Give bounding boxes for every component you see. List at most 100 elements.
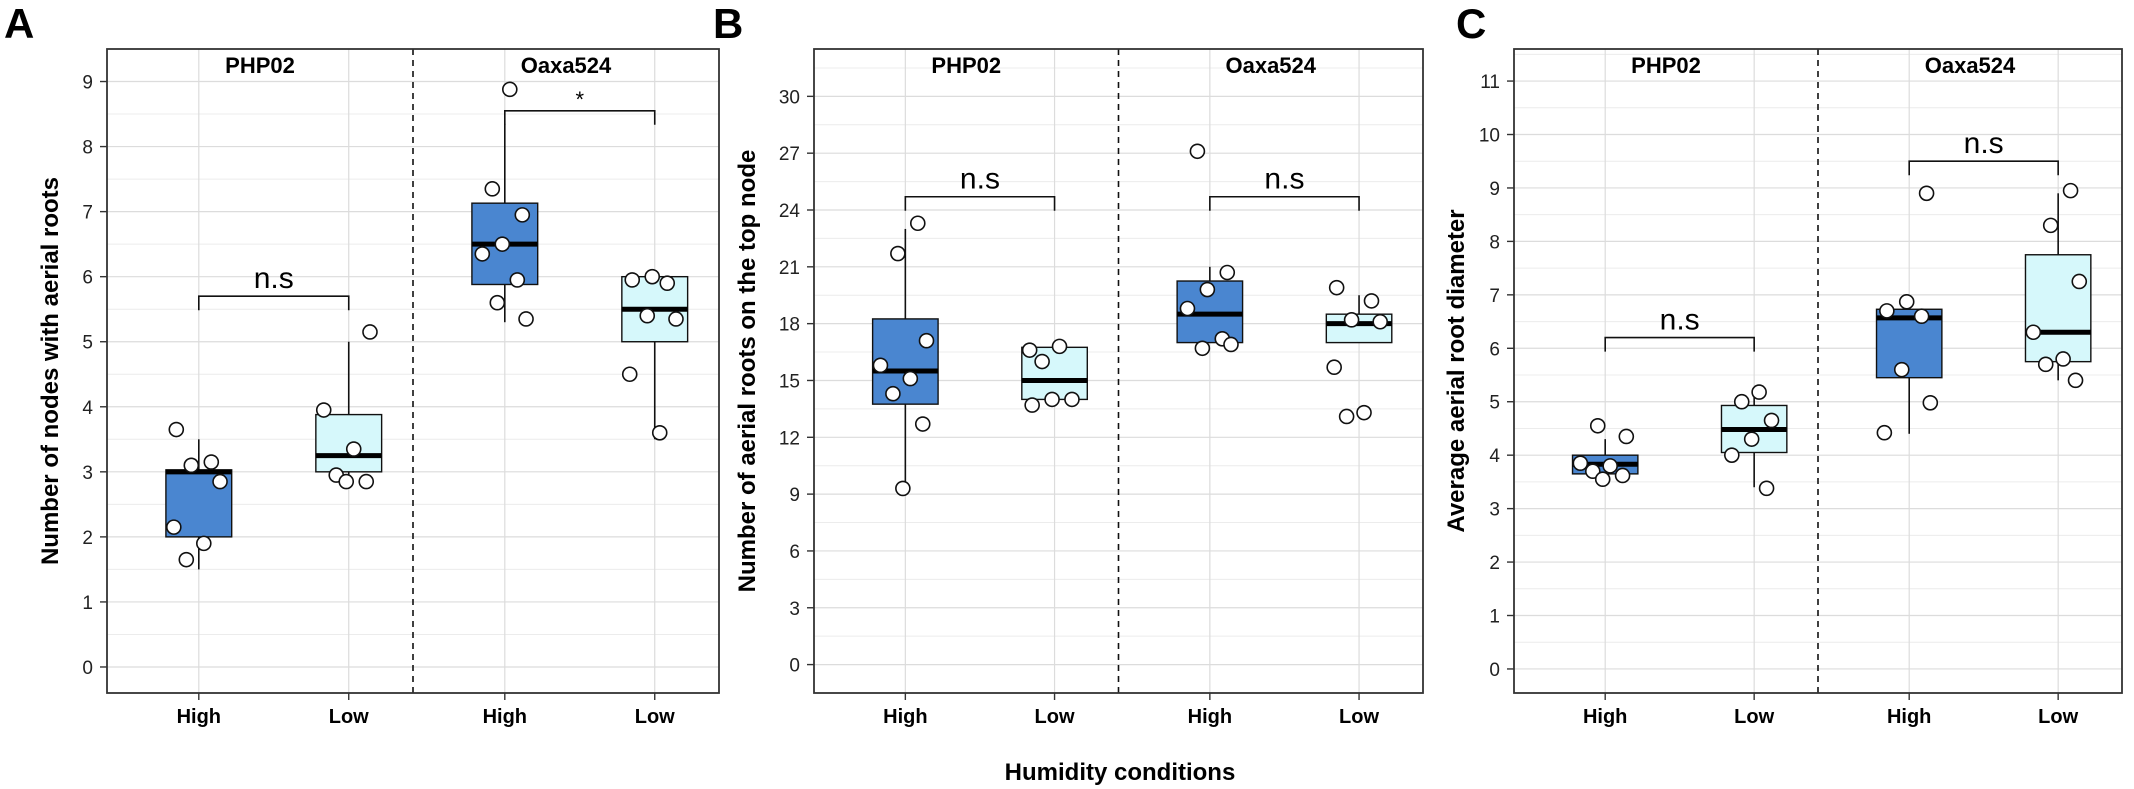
data-point: [345, 441, 362, 457]
facet-label-php02: PHP02: [1631, 53, 1701, 78]
box-iqr: [2024, 254, 2092, 363]
data-point: [639, 307, 656, 324]
data-point: [1223, 336, 1239, 353]
y-tick-label: 6: [82, 268, 93, 289]
x-tick-label-low: Low: [1035, 706, 1075, 728]
x-tick-label-low: Low: [329, 706, 369, 728]
data-point: [2025, 324, 2042, 341]
data-point: [1724, 447, 1740, 463]
significance-label: n.s: [1264, 163, 1304, 196]
y-tick-label: 2: [1489, 553, 1500, 574]
data-point: [624, 272, 641, 288]
significance-bracket: [904, 195, 1056, 211]
data-point: [183, 457, 200, 474]
y-tick-label: 4: [82, 398, 93, 419]
panel-b: B Number of aerial roots on the top node 0…: [713, 0, 1424, 728]
data-point: [315, 402, 332, 418]
data-point: [1918, 185, 1935, 202]
data-point: [474, 246, 491, 262]
plot-frame: [106, 48, 720, 694]
data-point: [1589, 417, 1606, 434]
panel-letter: B: [713, 0, 743, 47]
y-tick-label: 1: [82, 593, 93, 614]
data-point: [1024, 397, 1040, 413]
data-point: [1618, 428, 1635, 445]
data-point: [1356, 404, 1372, 421]
y-tick-label: 5: [1489, 393, 1500, 414]
data-point: [1898, 293, 1915, 310]
panel-letter: C: [1456, 0, 1486, 47]
data-point: [1199, 281, 1216, 298]
y-tick-label: 4: [1489, 446, 1500, 467]
significance-label: n.s: [254, 262, 294, 295]
box-oaxa524-low: [2024, 182, 2092, 389]
data-point: [518, 311, 534, 327]
y-tick-label: 15: [779, 371, 800, 392]
x-tick-label-high: High: [177, 706, 221, 728]
data-point: [1743, 431, 1760, 447]
box-oaxa524-low: [1325, 279, 1393, 425]
data-point: [1343, 312, 1360, 328]
y-tick-label: 5: [82, 333, 93, 354]
data-point: [651, 424, 668, 441]
data-point: [902, 370, 919, 387]
panel-letter: A: [4, 0, 34, 47]
x-tick-label-low: Low: [1339, 706, 1379, 728]
data-point: [1021, 342, 1038, 358]
data-point: [509, 272, 526, 288]
data-point: [1572, 455, 1589, 471]
facet-label-oaxa524: Oaxa524: [1925, 53, 2016, 78]
plot-frame: [813, 48, 1424, 694]
y-axis-label: Number of aerial roots on the top node: [734, 150, 761, 593]
y-tick-label: 9: [82, 73, 93, 94]
x-tick-label-high: High: [1188, 706, 1232, 728]
x-tick-label-high: High: [1583, 706, 1627, 728]
y-tick-label: 12: [779, 428, 800, 449]
data-point: [1363, 293, 1380, 309]
data-point: [1338, 408, 1355, 425]
y-tick-label: 10: [1479, 126, 1500, 147]
box-php02-high: [1571, 417, 1639, 488]
box-oaxa524-high: [471, 81, 539, 327]
y-tick-label: 8: [1489, 232, 1500, 253]
facet-label-php02: PHP02: [931, 53, 1001, 78]
data-point: [1044, 391, 1060, 408]
data-point: [362, 324, 378, 340]
y-tick-label: 3: [1489, 500, 1500, 521]
data-point: [668, 311, 684, 327]
significance-bracket: [1908, 160, 2059, 176]
data-point: [212, 473, 228, 490]
box-oaxa524-high: [1875, 185, 1943, 441]
data-point: [1614, 467, 1631, 484]
data-point: [2071, 273, 2088, 290]
significance-label: n.s: [960, 163, 1000, 196]
y-axis-label: Average aerial root diameter: [1443, 209, 1470, 532]
box-oaxa524-low: [621, 268, 689, 441]
box-php02-high: [165, 421, 233, 570]
data-point: [489, 294, 506, 311]
data-point: [165, 519, 182, 535]
facet-label-oaxa524: Oaxa524: [521, 53, 612, 78]
y-tick-label: 0: [1489, 660, 1500, 681]
significance-bracket: [504, 109, 656, 125]
y-tick-label: 21: [779, 258, 800, 279]
y-tick-label: 7: [82, 203, 93, 224]
data-point: [909, 215, 926, 232]
y-tick-label: 1: [1489, 607, 1500, 628]
data-point: [659, 275, 676, 291]
box-oaxa524-high: [1176, 143, 1244, 357]
y-tick-label: 9: [1489, 179, 1500, 200]
box-php02-high: [871, 215, 939, 497]
data-point: [885, 385, 901, 402]
data-point: [484, 181, 501, 197]
significance-bracket: [198, 295, 350, 311]
data-point: [1372, 313, 1389, 330]
box-iqr: [1875, 308, 1943, 379]
data-point: [1751, 384, 1767, 400]
y-tick-label: 7: [1489, 286, 1500, 307]
data-point: [502, 81, 518, 98]
data-point: [1876, 424, 1893, 441]
y-tick-label: 11: [1480, 72, 1500, 93]
data-point: [338, 473, 355, 490]
